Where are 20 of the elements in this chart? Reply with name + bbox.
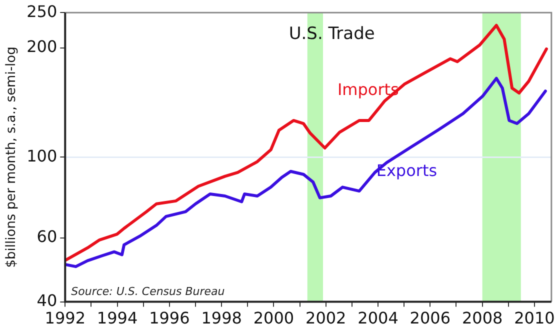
y-tick-label: 250 xyxy=(26,2,58,21)
x-tick-label: 2010 xyxy=(514,308,555,328)
x-tick-label: 2008 xyxy=(462,308,503,328)
series-label: Imports xyxy=(337,80,399,99)
y-tick-label: 60 xyxy=(36,226,58,246)
x-tick-label: 2002 xyxy=(306,308,346,328)
x-tick-label: 1994 xyxy=(96,308,138,328)
annotation: Source: U.S. Census Bureau xyxy=(71,285,225,298)
x-tick-label: 2000 xyxy=(253,308,294,328)
x-tick-label: 2006 xyxy=(410,308,451,328)
x-tick-label: 2004 xyxy=(358,308,398,328)
y-tick-label: 100 xyxy=(26,146,58,166)
x-tick-label: 1998 xyxy=(201,308,242,328)
y-tick-label: 40 xyxy=(36,290,58,310)
x-tick-label: 1996 xyxy=(149,308,190,328)
y-axis-title: $billions per month, s.a., semi-log xyxy=(4,46,20,268)
series-label: Exports xyxy=(376,160,438,180)
y-tick-label: 200 xyxy=(26,36,58,56)
text: U.S. Trade xyxy=(288,24,375,44)
x-tick-label: 1992 xyxy=(44,308,86,328)
